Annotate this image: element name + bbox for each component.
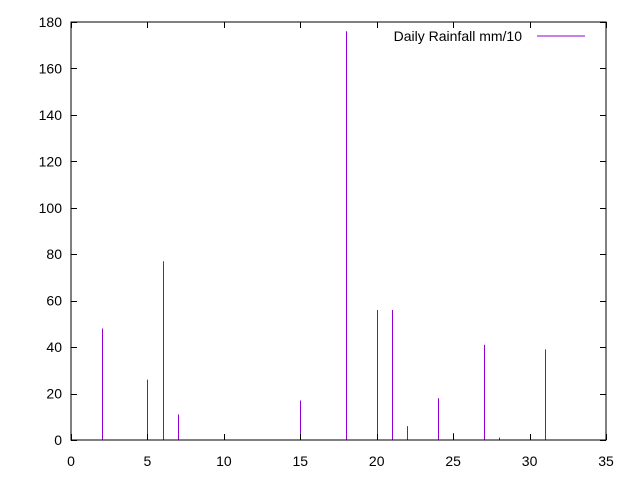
- y-tick-label: 140: [39, 107, 63, 123]
- y-tick-label: 0: [54, 432, 62, 448]
- x-tick-label: 30: [522, 453, 538, 469]
- y-tick-label: 20: [46, 386, 62, 402]
- y-tick-label: 160: [39, 60, 63, 76]
- y-tick-label: 40: [46, 339, 62, 355]
- x-tick-label: 10: [216, 453, 232, 469]
- axis-tick-labels: 0 5 10 15 20 25 30 35 0 20 40 60 80 100 120 140 160 180: [39, 14, 614, 469]
- legend-label: Daily Rainfall mm/10: [394, 28, 523, 44]
- y-tick-label: 180: [39, 14, 63, 30]
- y-tick-label: 60: [46, 293, 62, 309]
- x-tick-label: 25: [445, 453, 461, 469]
- y-tick-label: 80: [46, 246, 62, 262]
- x-tick-label: 15: [292, 453, 308, 469]
- x-tick-label: 35: [598, 453, 614, 469]
- x-tick-label: 5: [144, 453, 152, 469]
- impulse-marks: [102, 31, 546, 440]
- y-tick-label: 100: [39, 200, 63, 216]
- x-tick-label: 20: [369, 453, 385, 469]
- plot-frame: [70, 21, 607, 441]
- y-tick-label: 120: [39, 153, 63, 169]
- x-tick-label: 0: [67, 453, 75, 469]
- axis-ticks: [71, 22, 607, 441]
- legend: Daily Rainfall mm/10: [394, 28, 585, 44]
